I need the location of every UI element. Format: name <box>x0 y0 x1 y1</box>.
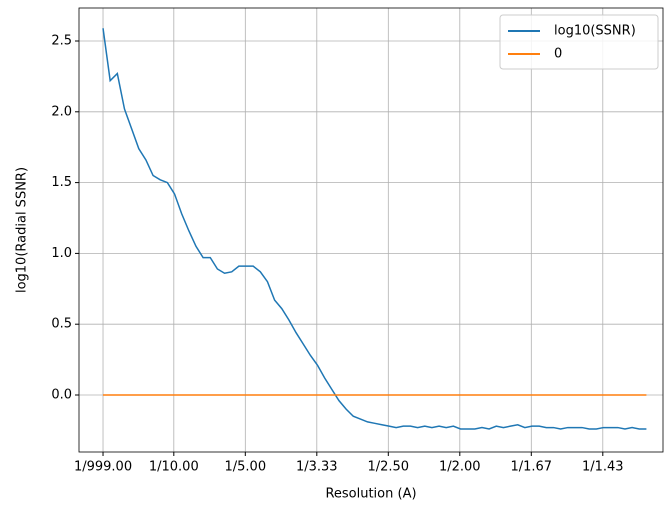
y-axis-label: log10(Radial SSNR) <box>15 167 30 293</box>
legend-label: log10(SSNR) <box>554 24 636 39</box>
x-tick-label: 1/999.00 <box>74 460 132 475</box>
plot-frame <box>78 7 664 453</box>
x-axis-label: Resolution (A) <box>325 487 416 502</box>
y-tick-label: 0.0 <box>51 388 72 403</box>
x-tick-label: 1/10.00 <box>149 460 199 475</box>
x-tick-label: 1/5.00 <box>225 460 267 475</box>
y-tick-label: 1.0 <box>51 246 72 261</box>
legend-box <box>499 14 659 70</box>
x-tick-label: 1/1.67 <box>510 460 552 475</box>
legend-label: 0 <box>554 47 562 62</box>
y-tick-label: 0.5 <box>51 317 72 332</box>
x-tick-label: 1/3.33 <box>296 460 338 475</box>
x-tick-label: 1/2.50 <box>367 460 409 475</box>
legend: log10(SSNR) 0 <box>499 14 659 70</box>
x-tick-label: 1/1.43 <box>582 460 624 475</box>
y-tick-label: 2.0 <box>51 104 72 119</box>
y-tick-label: 2.5 <box>51 33 72 48</box>
y-tick-label: 1.5 <box>51 175 72 190</box>
data-line <box>102 28 647 430</box>
x-tick-label: 1/2.00 <box>439 460 481 475</box>
